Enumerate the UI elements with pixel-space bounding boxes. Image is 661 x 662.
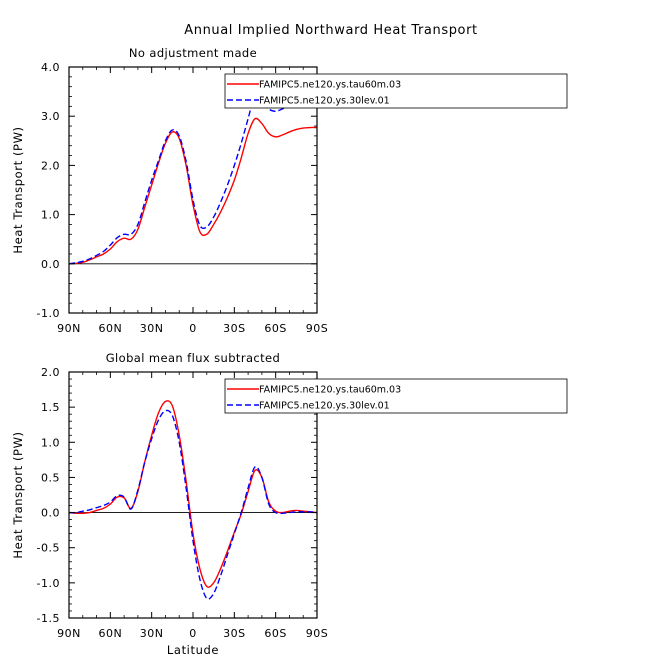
bottom-y-axis-label: Heat Transport (PW) — [11, 431, 25, 558]
bottom-x-tick-label: 0 — [189, 627, 197, 640]
top-y-tick-label: -1.0 — [37, 307, 60, 320]
top-series-1-line — [69, 117, 317, 265]
top-legend-label-1: FAMIPC5.ne120.ys.tau60m.03 — [259, 80, 401, 91]
figure-title: Annual Implied Northward Heat Transport — [184, 23, 478, 38]
top-x-tick-label: 90N — [57, 322, 81, 335]
top-legend: FAMIPC5.ne120.ys.tau60m.03 FAMIPC5.ne120.… — [224, 73, 568, 109]
bottom-legend-label-1: FAMIPC5.ne120.ys.tau60m.03 — [259, 385, 401, 396]
bottom-y-tick-label: -1.5 — [37, 612, 60, 625]
top-x-tick-label: 60S — [264, 322, 286, 335]
bottom-panel-title: Global mean flux subtracted — [106, 351, 280, 365]
top-y-tick-label: 0.0 — [41, 258, 60, 271]
top-legend-box — [224, 73, 568, 109]
top-panel-title: No adjustment made — [129, 46, 257, 60]
bottom-legend: FAMIPC5.ne120.ys.tau60m.03 FAMIPC5.ne120.… — [224, 378, 568, 414]
bottom-x-tick-label: 90N — [57, 627, 81, 640]
bottom-y-tick-label: 0.0 — [41, 507, 60, 520]
top-y-tick-label: 3.0 — [41, 110, 60, 123]
top-x-tick-label: 30N — [140, 322, 164, 335]
top-y-tick-label: 4.0 — [41, 61, 60, 74]
top-x-tick-label: 90S — [306, 322, 328, 335]
bottom-x-tick-label: 60S — [264, 627, 286, 640]
bottom-series-1-line — [69, 400, 317, 588]
top-y-tick-label: 1.0 — [41, 209, 60, 222]
bottom-legend-box — [224, 378, 568, 414]
top-series-2-line — [69, 93, 317, 265]
bottom-y-tick-label: 1.0 — [41, 436, 60, 449]
bottom-x-tick-label: 30N — [140, 627, 164, 640]
bottom-x-tick-label: 30S — [223, 627, 245, 640]
bottom-x-tick-label: 90S — [306, 627, 328, 640]
top-legend-label-2: FAMIPC5.ne120.ys.30lev.01 — [259, 96, 390, 107]
top-x-tick-label: 30S — [223, 322, 245, 335]
bottom-y-tick-label: -0.5 — [37, 542, 60, 555]
top-y-tick-label: 2.0 — [41, 159, 60, 172]
bottom-panel: Global mean flux subtracted 90N 60N 30N 0 30S… — [11, 351, 568, 657]
bottom-x-axis-label: Latitude — [167, 643, 219, 657]
bottom-x-tick-label: 60N — [98, 627, 122, 640]
bottom-y-tick-label: -1.0 — [37, 577, 60, 590]
bottom-y-tick-label: 0.5 — [41, 471, 60, 484]
top-y-axis-label: Heat Transport (PW) — [11, 126, 25, 253]
bottom-legend-label-2: FAMIPC5.ne120.ys.30lev.01 — [259, 401, 390, 412]
bottom-y-tick-label: 2.0 — [41, 366, 60, 379]
top-panel: No adjustment made 90N 60N 30N 0 30S 60S 90S -1.… — [11, 46, 568, 335]
bottom-series-2-line — [69, 409, 317, 600]
top-x-tick-label: 0 — [189, 322, 197, 335]
bottom-y-tick-label: 1.5 — [41, 401, 60, 414]
top-x-tick-label: 60N — [98, 322, 122, 335]
